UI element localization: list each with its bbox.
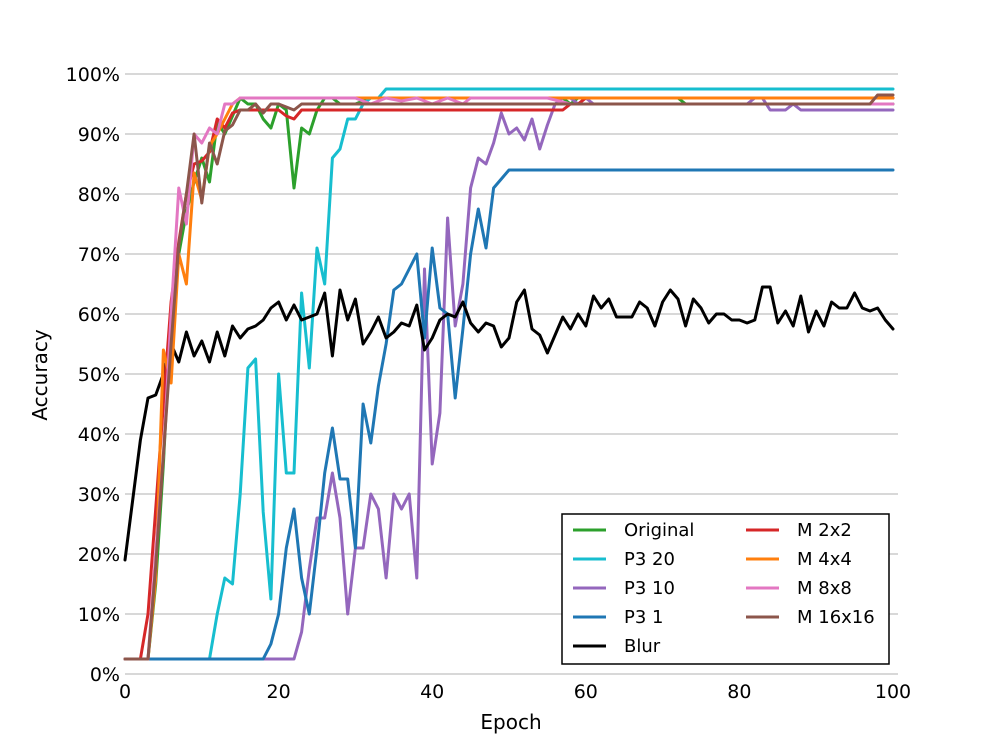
y-tick-label: 80% xyxy=(78,184,120,206)
y-tick-label: 60% xyxy=(78,304,120,326)
legend-label-p3-1: P3 1 xyxy=(624,607,663,628)
series-line-p3-1 xyxy=(123,168,895,661)
series-line-blur xyxy=(123,285,895,562)
legend-label-m-8x8: M 8x8 xyxy=(797,578,852,599)
legend-label-m-4x4: M 4x4 xyxy=(797,549,852,570)
gridlines xyxy=(125,73,898,675)
legend-frame xyxy=(561,513,890,665)
series-line-m-4x4 xyxy=(123,96,895,661)
y-axis-label: Accuracy xyxy=(28,329,52,420)
x-tick-label: 100 xyxy=(875,681,911,703)
y-tick-label: 30% xyxy=(78,484,120,506)
x-axis-label: Epoch xyxy=(480,710,541,734)
legend-label-blur: Blur xyxy=(624,636,661,657)
legend-label-m-2x2: M 2x2 xyxy=(797,520,852,541)
legend-label-original: Original xyxy=(624,520,694,541)
series-line-m-8x8 xyxy=(123,96,895,661)
legend: Original P3 20 P3 10 P3 1 Blur M 2x2 M 4x4 M 8x… xyxy=(561,513,890,665)
series-line-p3-20 xyxy=(123,87,895,661)
y-tick-label: 50% xyxy=(78,364,120,386)
x-tick-label: 20 xyxy=(267,681,291,703)
y-tick-label: 40% xyxy=(78,424,120,446)
plot-series xyxy=(123,87,895,661)
legend-label-p3-10: P3 10 xyxy=(624,578,675,599)
x-tick-label: 0 xyxy=(119,681,131,703)
y-tick-label: 10% xyxy=(78,604,120,626)
x-tick-label: 60 xyxy=(574,681,598,703)
x-axis-ticks: 0 20 40 60 80 100 xyxy=(119,681,911,703)
x-tick-label: 80 xyxy=(727,681,751,703)
legend-label-m-16x16: M 16x16 xyxy=(797,607,875,628)
y-tick-label: 70% xyxy=(78,244,120,266)
y-tick-label: 0% xyxy=(90,664,120,686)
y-tick-label: 90% xyxy=(78,124,120,146)
y-tick-label: 20% xyxy=(78,544,120,566)
y-tick-label: 100% xyxy=(66,64,120,86)
x-tick-label: 40 xyxy=(420,681,444,703)
legend-label-p3-20: P3 20 xyxy=(624,549,675,570)
y-axis-ticks: 0% 10% 20% 30% 40% 50% 60% 70% 80% 90% 100% xyxy=(66,64,120,686)
series-line-m-16x16 xyxy=(123,93,895,661)
